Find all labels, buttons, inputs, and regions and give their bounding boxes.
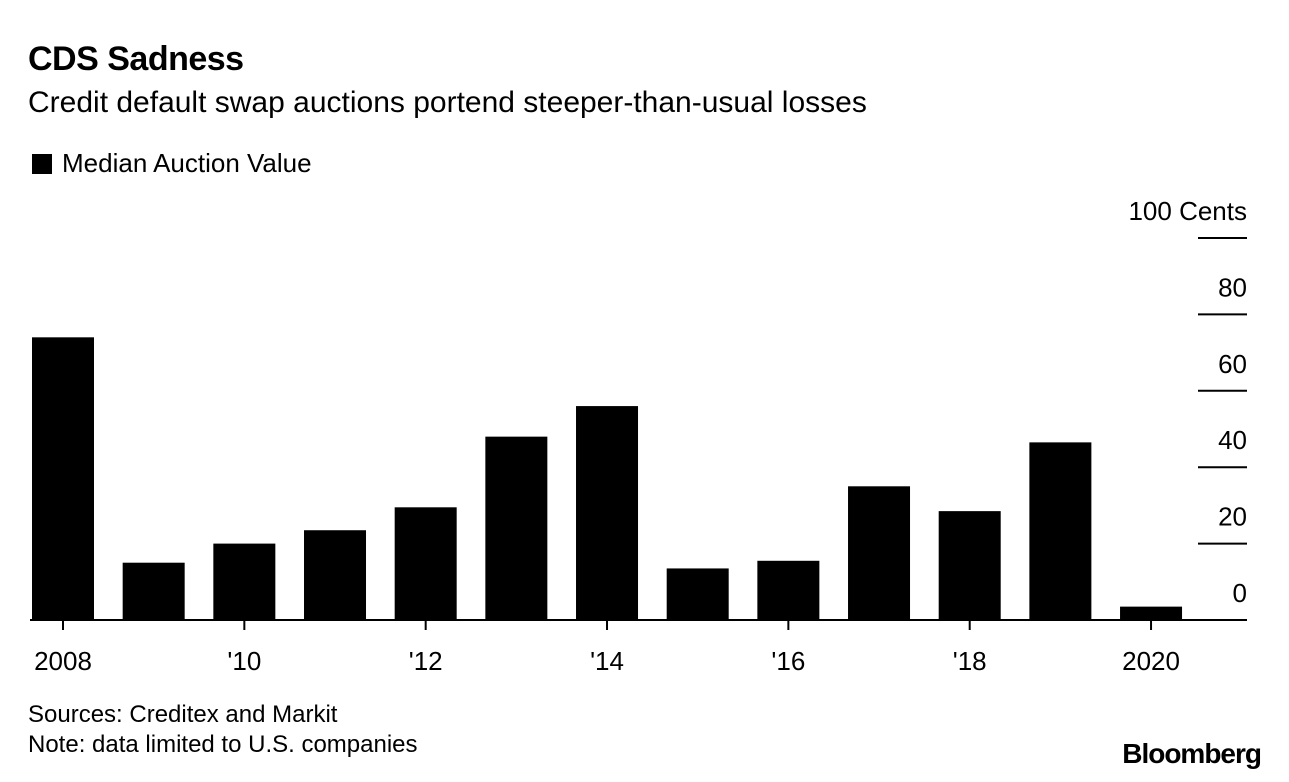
sources-text: Sources: Creditex and Markit xyxy=(28,701,338,728)
y-tick-label-20: 20 xyxy=(1218,502,1247,532)
bar-2014 xyxy=(576,406,639,620)
x-tick-label-2020: 2020 xyxy=(1122,646,1180,676)
bar-2016 xyxy=(757,560,820,620)
y-tick-label-60: 60 xyxy=(1218,349,1247,379)
legend-swatch xyxy=(32,153,52,174)
note-text: Note: data limited to U.S. companies xyxy=(28,731,418,758)
bar-2013 xyxy=(485,436,548,620)
x-tick-label-2010: '10 xyxy=(227,646,261,676)
x-tick-label-2018: '18 xyxy=(953,646,987,676)
bar-2020 xyxy=(1120,606,1183,620)
y-tick-label-40: 40 xyxy=(1218,425,1247,455)
x-tick-label-2008: 2008 xyxy=(34,646,92,676)
bar-2011 xyxy=(304,530,367,620)
chart-title: CDS Sadness xyxy=(28,40,244,78)
bloomberg-logo: Bloomberg xyxy=(1122,738,1262,769)
bar-2010 xyxy=(213,543,276,620)
bar-2017 xyxy=(848,486,911,620)
bar-2009 xyxy=(122,562,185,620)
bar-2008 xyxy=(32,337,94,620)
legend-label: Median Auction Value xyxy=(62,148,312,178)
x-tick-label-2016: '16 xyxy=(771,646,805,676)
bar-2018 xyxy=(938,511,1001,620)
bar-2015 xyxy=(666,568,729,620)
y-tick-label-0: 0 xyxy=(1233,578,1247,608)
chart-subtitle: Credit default swap auctions portend ste… xyxy=(28,86,867,119)
chart-footnotes: Sources: Creditex and Markit Note: data … xyxy=(28,700,418,760)
bar-2019 xyxy=(1029,442,1092,620)
bar-2012 xyxy=(394,507,457,620)
y-tick-label-80: 80 xyxy=(1218,272,1247,302)
x-tick-label-2012: '12 xyxy=(409,646,443,676)
x-tick-label-2014: '14 xyxy=(590,646,624,676)
y-tick-label-100: 100 Cents xyxy=(1128,196,1247,226)
legend: Median Auction Value xyxy=(32,148,312,179)
